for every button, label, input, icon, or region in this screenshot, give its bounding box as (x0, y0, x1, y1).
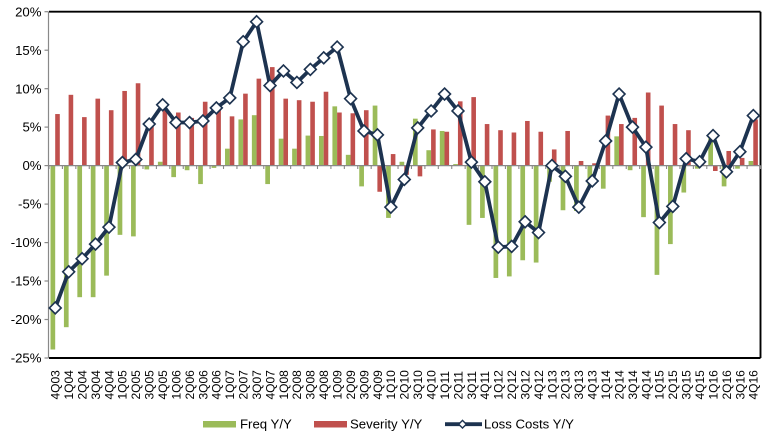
svg-text:3Q11: 3Q11 (465, 371, 479, 400)
svg-text:4Q13: 4Q13 (586, 370, 600, 400)
svg-text:3Q16: 3Q16 (733, 370, 747, 400)
svg-text:1Q14: 1Q14 (599, 370, 613, 400)
svg-text:4Q06: 4Q06 (210, 370, 224, 400)
svg-text:-10%: -10% (11, 235, 42, 250)
svg-text:2Q05: 2Q05 (129, 370, 143, 400)
svg-text:4Q12: 4Q12 (532, 370, 546, 400)
svg-text:2Q09: 2Q09 (344, 370, 358, 400)
svg-text:20%: 20% (15, 4, 42, 19)
svg-text:2Q15: 2Q15 (666, 370, 680, 400)
svg-text:4Q10: 4Q10 (424, 370, 438, 400)
svg-text:3Q13: 3Q13 (572, 370, 586, 400)
svg-text:3Q07: 3Q07 (250, 370, 264, 400)
svg-text:1Q12: 1Q12 (492, 370, 506, 400)
svg-text:10%: 10% (15, 81, 42, 96)
svg-text:4Q04: 4Q04 (102, 370, 116, 400)
svg-text:4Q07: 4Q07 (263, 370, 277, 400)
svg-text:2Q16: 2Q16 (720, 370, 734, 400)
svg-text:Loss Costs Y/Y: Loss Costs Y/Y (484, 417, 574, 432)
svg-text:5%: 5% (22, 120, 41, 135)
svg-text:2Q07: 2Q07 (237, 370, 251, 400)
svg-text:2Q13: 2Q13 (559, 370, 573, 400)
svg-text:1Q11: 1Q11 (438, 371, 452, 400)
svg-text:1Q08: 1Q08 (277, 370, 291, 400)
svg-text:-25%: -25% (11, 351, 42, 366)
svg-text:1Q16: 1Q16 (706, 370, 720, 400)
svg-text:2Q10: 2Q10 (398, 370, 412, 400)
svg-text:3Q14: 3Q14 (626, 370, 640, 400)
svg-text:0%: 0% (22, 158, 41, 173)
svg-text:4Q03: 4Q03 (49, 370, 63, 400)
svg-text:1Q05: 1Q05 (116, 370, 130, 400)
svg-text:1Q09: 1Q09 (331, 370, 345, 400)
svg-text:3Q06: 3Q06 (196, 370, 210, 400)
svg-text:1Q15: 1Q15 (653, 370, 667, 400)
svg-text:2Q14: 2Q14 (612, 370, 626, 400)
svg-text:4Q11: 4Q11 (478, 371, 492, 400)
svg-text:-20%: -20% (11, 312, 42, 327)
svg-text:2Q08: 2Q08 (290, 370, 304, 400)
svg-text:4Q05: 4Q05 (156, 370, 170, 400)
svg-text:3Q09: 3Q09 (357, 370, 371, 400)
svg-text:4Q14: 4Q14 (639, 370, 653, 400)
svg-text:4Q16: 4Q16 (747, 370, 761, 400)
svg-text:15%: 15% (15, 43, 42, 58)
svg-text:3Q04: 3Q04 (89, 370, 103, 400)
svg-text:2Q06: 2Q06 (183, 370, 197, 400)
svg-text:3Q08: 3Q08 (304, 370, 318, 400)
svg-text:2Q12: 2Q12 (505, 370, 519, 400)
svg-text:1Q06: 1Q06 (169, 370, 183, 400)
svg-text:Severity Y/Y: Severity Y/Y (350, 417, 423, 432)
svg-text:Freq Y/Y: Freq Y/Y (240, 417, 292, 432)
svg-text:4Q09: 4Q09 (371, 370, 385, 400)
svg-text:3Q15: 3Q15 (680, 370, 694, 400)
svg-text:-15%: -15% (11, 274, 42, 289)
svg-text:2Q11: 2Q11 (451, 371, 465, 400)
svg-text:1Q13: 1Q13 (545, 370, 559, 400)
svg-text:1Q04: 1Q04 (62, 370, 76, 400)
svg-text:-5%: -5% (18, 197, 42, 212)
svg-text:2Q04: 2Q04 (75, 370, 89, 400)
svg-text:3Q05: 3Q05 (143, 370, 157, 400)
svg-text:4Q15: 4Q15 (693, 370, 707, 400)
svg-text:4Q08: 4Q08 (317, 370, 331, 400)
svg-text:1Q10: 1Q10 (384, 370, 398, 400)
svg-text:1Q07: 1Q07 (223, 370, 237, 400)
svg-text:3Q10: 3Q10 (411, 370, 425, 400)
svg-text:3Q12: 3Q12 (518, 370, 532, 400)
